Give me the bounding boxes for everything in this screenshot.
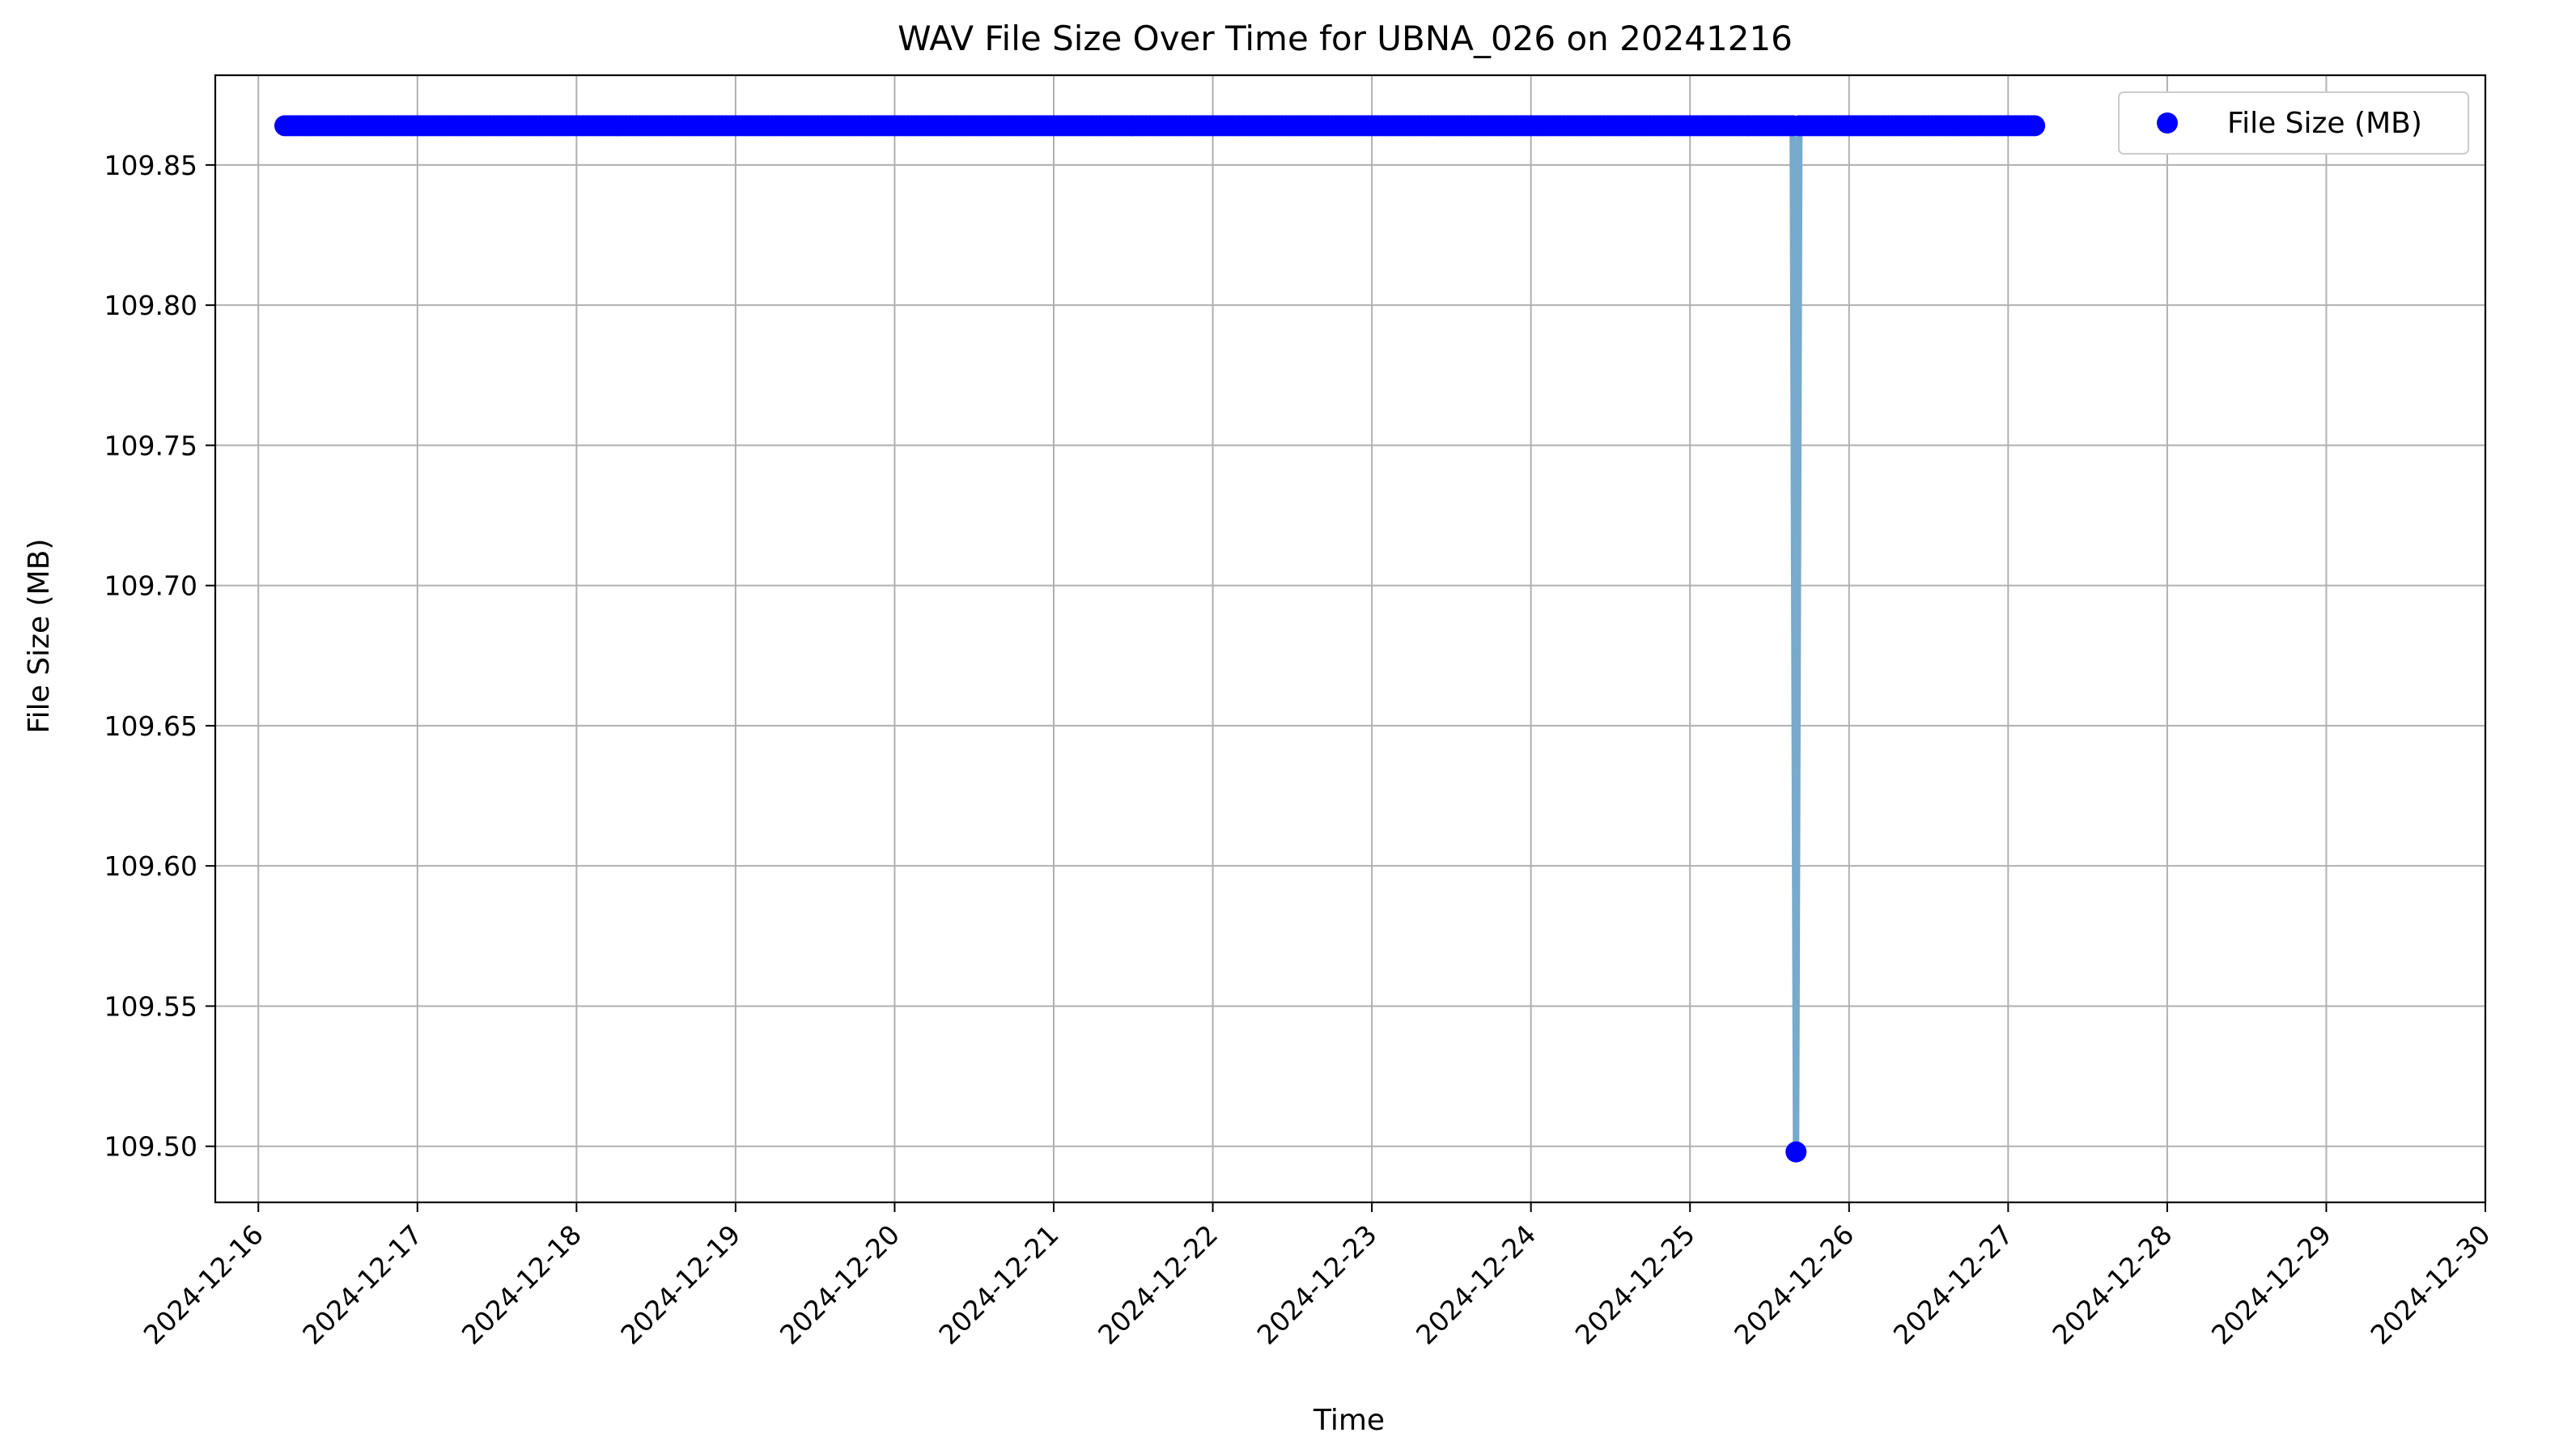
y-tick-label: 109.50 — [104, 1131, 197, 1163]
y-tick-label: 109.70 — [104, 570, 197, 602]
legend-marker — [2157, 112, 2178, 134]
y-tick-label: 109.60 — [104, 850, 197, 882]
series-scatter-layer — [274, 115, 2046, 1163]
data-point — [2024, 115, 2046, 137]
legend-label: File Size (MB) — [2227, 107, 2422, 140]
y-axis-label: File Size (MB) — [23, 539, 56, 734]
y-tick-label: 109.85 — [104, 150, 197, 181]
y-axis-ticks: 109.50 109.55 109.60 109.65 109.70 109.75 109.… — [104, 150, 215, 1163]
legend-box — [2118, 91, 2469, 155]
plot-frame — [214, 74, 2487, 1204]
grid-lines — [215, 75, 2486, 1202]
y-tick-label: 109.75 — [104, 430, 197, 461]
data-point — [1785, 1141, 1807, 1163]
y-tick-label: 109.65 — [104, 710, 197, 742]
y-tick-label: 109.80 — [104, 290, 197, 321]
chart-title: WAV File Size Over Time for UBNA_026 on … — [898, 19, 1793, 58]
legend: File Size (MB) — [2118, 91, 2469, 155]
y-tick-label: 109.55 — [104, 990, 197, 1022]
x-axis-label: Time — [1313, 1404, 1385, 1437]
